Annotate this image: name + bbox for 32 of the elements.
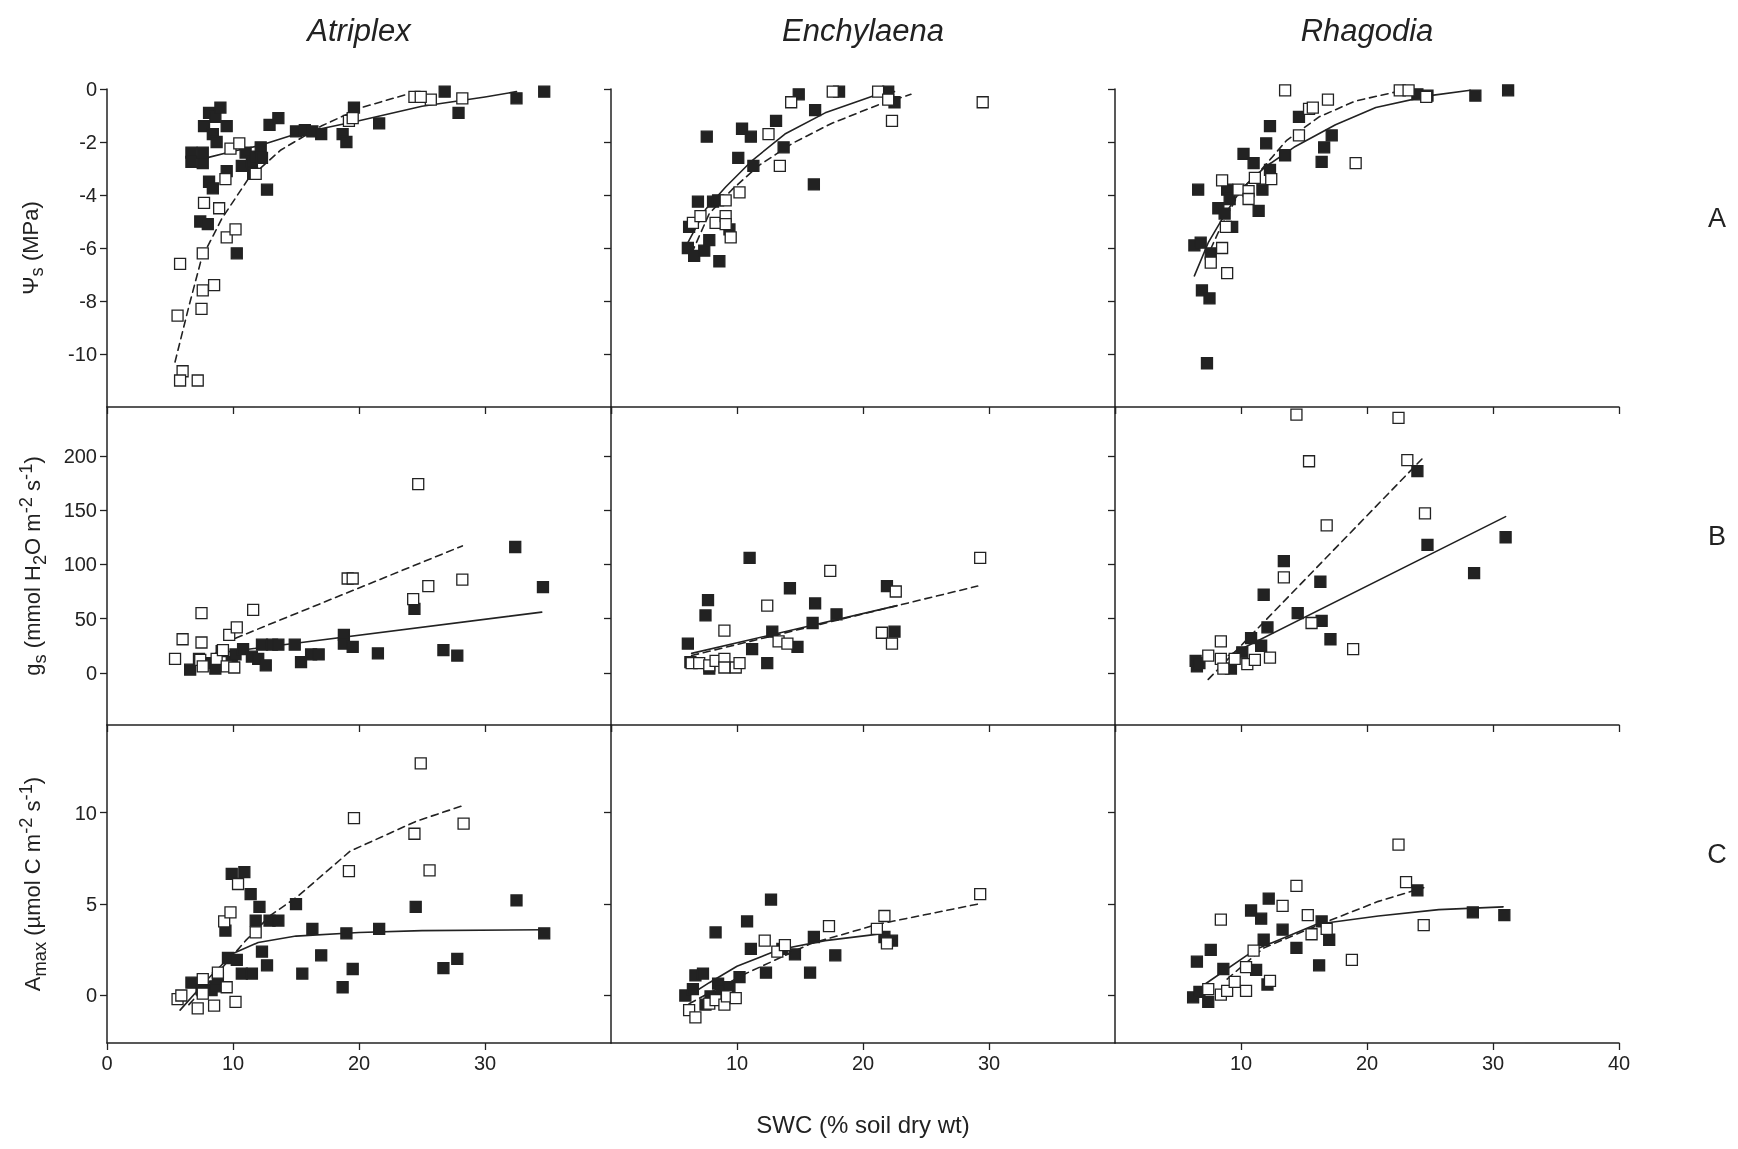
x-tick-label: 20 xyxy=(851,1052,875,1074)
y-tick-label: -4 xyxy=(79,184,97,206)
y-tick-label: 200 xyxy=(63,444,97,467)
y-tick-label: 150 xyxy=(63,499,97,522)
x-tick-label: 20 xyxy=(1355,1052,1379,1074)
y-tick-label: 0 xyxy=(85,78,97,100)
y-tick-label: 5 xyxy=(85,893,97,916)
text: C xyxy=(1707,838,1727,870)
x-tick-label: 0 xyxy=(101,1052,113,1074)
y-tick-label: 0 xyxy=(85,984,97,1007)
x-tick-label: 10 xyxy=(725,1052,749,1074)
chart-title: Atriplex xyxy=(307,13,411,49)
x-tick-label: 20 xyxy=(347,1052,371,1074)
x-tick-label: 10 xyxy=(1229,1052,1253,1074)
chart-title: Rhagodia xyxy=(1300,13,1434,49)
y-tick-label: 100 xyxy=(63,553,97,576)
x-tick-label: 30 xyxy=(473,1052,497,1074)
chart-title: Enchylaena xyxy=(781,13,945,49)
y-tick-label: 50 xyxy=(74,607,97,630)
x-tick-label: 30 xyxy=(977,1052,1001,1074)
y-tick-label: 0 xyxy=(85,661,97,684)
y-tick-label: -8 xyxy=(79,290,97,312)
x-axis-title: SWC (% soil dry wt) xyxy=(756,1111,970,1139)
x-tick-label: 30 xyxy=(1481,1052,1505,1074)
y-tick-label: -10 xyxy=(68,343,97,365)
y-tick-label: -2 xyxy=(79,131,97,153)
y-tick-label: 10 xyxy=(74,801,97,824)
x-tick-label: 10 xyxy=(221,1052,245,1074)
y-tick-label: -6 xyxy=(79,237,97,259)
text: A xyxy=(1707,202,1727,234)
text: B xyxy=(1707,520,1727,552)
x-tick-label: 40 xyxy=(1607,1052,1631,1074)
